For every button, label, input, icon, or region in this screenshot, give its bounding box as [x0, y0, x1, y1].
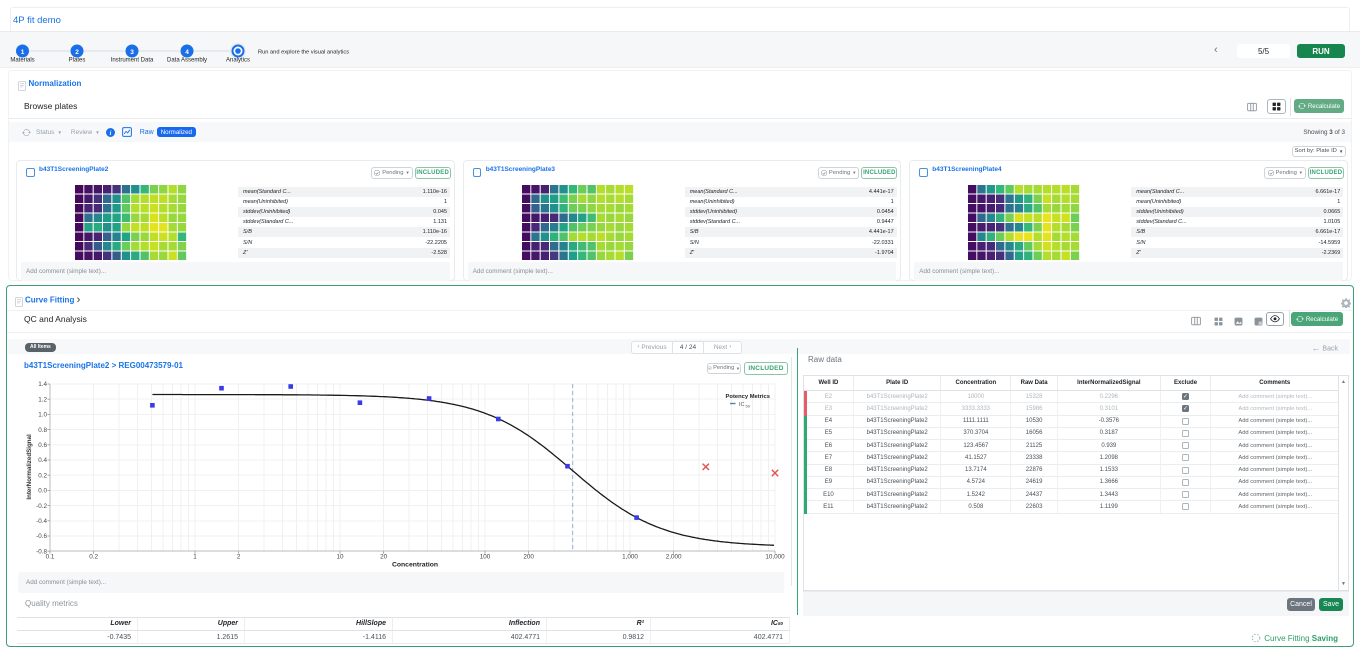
svg-text:Data Assembly: Data Assembly: [167, 58, 207, 64]
svg-text:0.0: 0.0: [38, 488, 47, 495]
svg-text:10,000: 10,000: [765, 554, 785, 561]
svg-text:0.8: 0.8: [38, 427, 47, 434]
svg-text:1.0: 1.0: [38, 412, 47, 419]
svg-text:i: i: [109, 129, 111, 136]
svg-text:0.6: 0.6: [38, 442, 47, 449]
svg-text:1: 1: [21, 49, 25, 56]
svg-text:2: 2: [75, 49, 79, 56]
svg-text:-0.8: -0.8: [36, 548, 47, 555]
svg-text:50: 50: [746, 403, 751, 408]
svg-text:1.2: 1.2: [38, 396, 47, 403]
svg-text:20: 20: [380, 554, 388, 561]
svg-text:0.4: 0.4: [38, 457, 47, 464]
svg-text:1,000: 1,000: [622, 554, 638, 561]
svg-text:Run and explore the visual ana: Run and explore the visual analytics: [258, 50, 349, 56]
svg-text:-0.4: -0.4: [36, 518, 47, 525]
svg-text:InterNormalizedSignal: InterNormalizedSignal: [26, 434, 33, 500]
svg-text:2,000: 2,000: [666, 554, 682, 561]
svg-text:Analytics: Analytics: [226, 58, 250, 64]
svg-text:1.4: 1.4: [38, 381, 47, 388]
svg-text:10: 10: [336, 554, 344, 561]
svg-text:200: 200: [523, 554, 534, 561]
svg-text:Concentration: Concentration: [392, 562, 438, 569]
svg-text:IC: IC: [739, 402, 745, 408]
svg-text:-0.6: -0.6: [36, 533, 47, 540]
svg-text:4: 4: [185, 49, 189, 56]
svg-text:3: 3: [130, 49, 134, 56]
svg-text:0.2: 0.2: [38, 472, 47, 479]
svg-text:0.1: 0.1: [46, 554, 55, 561]
svg-text:Potency Metrics: Potency Metrics: [726, 394, 770, 400]
svg-text:-0.2: -0.2: [36, 503, 47, 510]
svg-text:Plates: Plates: [69, 58, 86, 64]
svg-text:2: 2: [237, 554, 241, 561]
svg-text:0.2: 0.2: [89, 554, 98, 561]
svg-text:100: 100: [480, 554, 491, 561]
svg-text:Materials: Materials: [10, 58, 34, 64]
svg-text:Instrument Data: Instrument Data: [111, 58, 154, 64]
svg-text:1: 1: [193, 554, 197, 561]
